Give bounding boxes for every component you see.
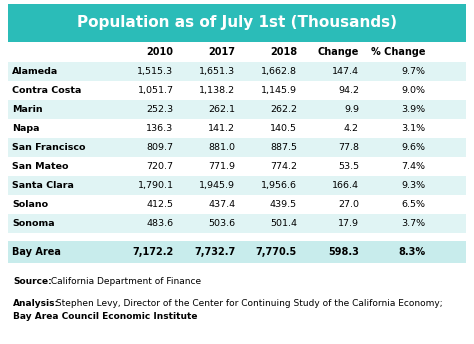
Text: 9.7%: 9.7% [401, 67, 425, 76]
Text: 6.5%: 6.5% [401, 200, 425, 209]
Text: 809.7: 809.7 [146, 143, 173, 152]
Polygon shape [8, 42, 466, 62]
Text: 598.3: 598.3 [328, 247, 359, 257]
Text: Contra Costa: Contra Costa [12, 86, 82, 95]
Polygon shape [8, 81, 466, 100]
Text: 503.6: 503.6 [208, 219, 235, 228]
Text: San Mateo: San Mateo [12, 162, 69, 171]
Text: % Change: % Change [371, 47, 425, 57]
Text: 252.3: 252.3 [146, 105, 173, 114]
Text: 4.2: 4.2 [344, 124, 359, 133]
Text: Alameda: Alameda [12, 67, 58, 76]
Text: Solano: Solano [12, 200, 48, 209]
Text: California Department of Finance: California Department of Finance [48, 277, 201, 286]
Text: 483.6: 483.6 [146, 219, 173, 228]
Text: 1,651.3: 1,651.3 [199, 67, 235, 76]
Text: Population as of July 1st (Thousands): Population as of July 1st (Thousands) [77, 15, 397, 31]
Text: 9.0%: 9.0% [401, 86, 425, 95]
Text: 262.1: 262.1 [208, 105, 235, 114]
Text: 774.2: 774.2 [270, 162, 297, 171]
Polygon shape [8, 214, 466, 233]
Text: Source:: Source: [13, 277, 52, 286]
Text: 9.6%: 9.6% [401, 143, 425, 152]
Text: 53.5: 53.5 [338, 162, 359, 171]
Text: 1,051.7: 1,051.7 [137, 86, 173, 95]
Text: San Francisco: San Francisco [12, 143, 85, 152]
Text: 439.5: 439.5 [270, 200, 297, 209]
Text: 7.4%: 7.4% [401, 162, 425, 171]
Text: Bay Area Council Economic Institute: Bay Area Council Economic Institute [13, 312, 198, 321]
Text: 7,732.7: 7,732.7 [194, 247, 235, 257]
Text: Marin: Marin [12, 105, 43, 114]
Text: 1,790.1: 1,790.1 [137, 181, 173, 190]
Text: 17.9: 17.9 [338, 219, 359, 228]
Text: Stephen Levy, Director of the Center for Continuing Study of the California Econ: Stephen Levy, Director of the Center for… [53, 299, 443, 308]
Text: 262.2: 262.2 [270, 105, 297, 114]
Text: 9.9: 9.9 [344, 105, 359, 114]
Polygon shape [8, 157, 466, 176]
Text: 8.3%: 8.3% [398, 247, 425, 257]
Text: Santa Clara: Santa Clara [12, 181, 74, 190]
Text: 720.7: 720.7 [146, 162, 173, 171]
Text: 77.8: 77.8 [338, 143, 359, 152]
Text: 7,172.2: 7,172.2 [132, 247, 173, 257]
Text: 3.7%: 3.7% [401, 219, 425, 228]
Text: 7,770.5: 7,770.5 [256, 247, 297, 257]
Polygon shape [8, 176, 466, 195]
Text: 501.4: 501.4 [270, 219, 297, 228]
Text: 1,515.3: 1,515.3 [137, 67, 173, 76]
Text: 136.3: 136.3 [146, 124, 173, 133]
Polygon shape [8, 62, 466, 81]
Text: 881.0: 881.0 [208, 143, 235, 152]
Text: Change: Change [318, 47, 359, 57]
Text: 9.3%: 9.3% [401, 181, 425, 190]
Text: 3.1%: 3.1% [401, 124, 425, 133]
Text: 3.9%: 3.9% [401, 105, 425, 114]
Text: Analysis:: Analysis: [13, 299, 59, 308]
Text: 94.2: 94.2 [338, 86, 359, 95]
Text: 412.5: 412.5 [146, 200, 173, 209]
Text: 1,662.8: 1,662.8 [261, 67, 297, 76]
Text: 2017: 2017 [208, 47, 235, 57]
Text: 166.4: 166.4 [332, 181, 359, 190]
Text: Bay Area: Bay Area [12, 247, 61, 257]
Text: 147.4: 147.4 [332, 67, 359, 76]
Text: 437.4: 437.4 [208, 200, 235, 209]
Polygon shape [8, 195, 466, 214]
Polygon shape [8, 100, 466, 119]
Text: 2018: 2018 [270, 47, 297, 57]
Text: Napa: Napa [12, 124, 39, 133]
Text: Sonoma: Sonoma [12, 219, 55, 228]
Text: 27.0: 27.0 [338, 200, 359, 209]
Text: 2010: 2010 [146, 47, 173, 57]
Text: 1,945.9: 1,945.9 [199, 181, 235, 190]
Text: 771.9: 771.9 [208, 162, 235, 171]
Text: 1,145.9: 1,145.9 [261, 86, 297, 95]
Text: 1,138.2: 1,138.2 [199, 86, 235, 95]
Text: 141.2: 141.2 [208, 124, 235, 133]
Polygon shape [8, 138, 466, 157]
Text: 1,956.6: 1,956.6 [261, 181, 297, 190]
Polygon shape [8, 241, 466, 263]
Text: 887.5: 887.5 [270, 143, 297, 152]
Polygon shape [8, 4, 466, 42]
Text: 140.5: 140.5 [270, 124, 297, 133]
Polygon shape [8, 119, 466, 138]
